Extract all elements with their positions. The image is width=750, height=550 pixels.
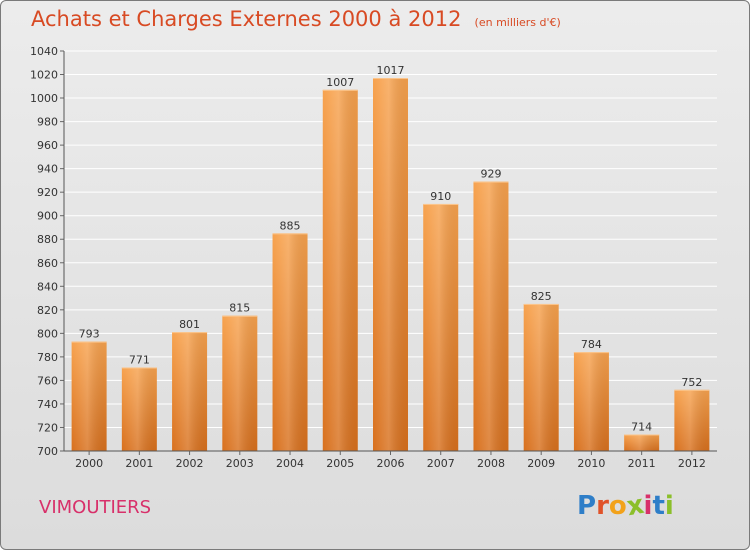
x-tick-label: 2011 (628, 457, 656, 470)
data-label: 771 (129, 353, 150, 366)
logo-letter: i (664, 491, 674, 521)
y-tick-label: 740 (37, 398, 58, 411)
x-tick-label: 2002 (176, 457, 204, 470)
y-tick-label: 720 (37, 421, 58, 434)
x-tick-label: 2010 (577, 457, 605, 470)
x-tick-label: 2007 (427, 457, 455, 470)
x-tick-label: 2012 (678, 457, 706, 470)
y-tick-label: 760 (37, 374, 58, 387)
x-tick-label: 2004 (276, 457, 304, 470)
x-tick-label: 2009 (527, 457, 555, 470)
y-tick-label: 880 (37, 233, 58, 246)
y-tick-label: 800 (37, 327, 58, 340)
bar-shine (172, 332, 208, 451)
y-tick-label: 1020 (30, 69, 58, 82)
x-tick-label: 2005 (326, 457, 354, 470)
data-label: 929 (480, 168, 501, 181)
y-tick-label: 840 (37, 280, 58, 293)
y-tick-label: 940 (37, 163, 58, 176)
bar-shine (624, 434, 660, 451)
data-label: 885 (280, 219, 301, 232)
bar-shine (222, 315, 258, 451)
y-tick-label: 960 (37, 139, 58, 152)
data-label: 801 (179, 318, 200, 331)
proxiti-logo: Proxiti (577, 490, 674, 522)
bar-shine (674, 389, 710, 451)
chart-title: Achats et Charges Externes 2000 à 2012 (31, 7, 462, 31)
bar-layer: 793 771 801 815 885 1007 1017 910 929 825 784 714 75… (71, 64, 710, 451)
y-tick-label: 920 (37, 186, 58, 199)
data-label: 815 (229, 302, 250, 315)
data-label: 1007 (326, 76, 354, 89)
logo-letter: P (577, 491, 597, 521)
axis-layer: 700 720 740 760 780 800 820 840 860 880 900 920 940 9… (30, 45, 717, 470)
data-label: 1017 (377, 64, 405, 77)
data-label: 825 (531, 290, 552, 303)
y-tick-label: 820 (37, 304, 58, 317)
bar-shine (272, 233, 308, 451)
data-label: 714 (631, 421, 652, 434)
commune-name: VIMOUTIERS (39, 497, 152, 518)
data-label: 910 (430, 190, 451, 203)
chart-unit: (en milliers d'€) (474, 16, 561, 29)
data-label: 752 (681, 376, 702, 389)
x-tick-label: 2001 (125, 457, 153, 470)
bar-shine (71, 341, 107, 451)
chart-title-block: Achats et Charges Externes 2000 à 2012 (… (31, 7, 561, 31)
x-tick-label: 2003 (226, 457, 254, 470)
bar-shine (373, 78, 408, 451)
x-tick-label: 2000 (75, 457, 103, 470)
y-tick-label: 1000 (30, 92, 58, 105)
data-label: 784 (581, 338, 602, 351)
bar-shine (423, 203, 459, 451)
y-tick-label: 860 (37, 257, 58, 270)
bar-shine (121, 367, 157, 451)
x-tick-label: 2008 (477, 457, 505, 470)
bar-shine (523, 303, 559, 451)
data-label: 793 (79, 328, 100, 341)
bar-shine (322, 89, 358, 451)
logo-letter: i (643, 491, 653, 521)
y-tick-label: 980 (37, 116, 58, 129)
x-tick-label: 2006 (377, 457, 405, 470)
logo-letter: t (652, 491, 665, 521)
y-tick-label: 900 (37, 210, 58, 223)
bar-shine (473, 181, 509, 451)
y-tick-label: 780 (37, 351, 58, 364)
logo-letter: o (608, 491, 627, 521)
y-tick-label: 1040 (30, 45, 58, 58)
logo-letter: r (596, 491, 609, 521)
bar-shine (573, 352, 609, 451)
y-tick-label: 700 (37, 445, 58, 458)
